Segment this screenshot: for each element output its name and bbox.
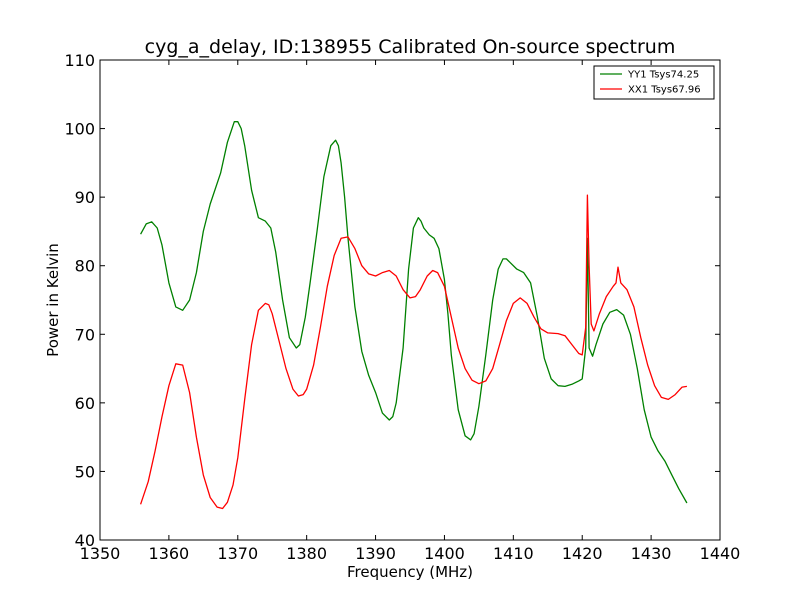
- x-tick-label: 1440: [700, 544, 741, 563]
- x-tick-label: 1380: [286, 544, 327, 563]
- x-tick-label: 1370: [217, 544, 258, 563]
- legend-label-xx1: XX1 Tsys67.96: [628, 85, 701, 96]
- y-tick-label: 70: [75, 325, 95, 344]
- x-axis-label: Frequency (MHz): [347, 563, 473, 581]
- x-tick-label: 1430: [631, 544, 672, 563]
- x-tick-label: 1390: [355, 544, 396, 563]
- y-tick-label: 100: [64, 120, 95, 139]
- x-tick-label: 1350: [80, 544, 121, 563]
- y-tick-label: 110: [64, 51, 95, 70]
- chart-title: cyg_a_delay, ID:138955 Calibrated On-sou…: [145, 36, 676, 58]
- x-tick-label: 1410: [493, 544, 534, 563]
- x-tick-label: 1400: [424, 544, 465, 563]
- y-tick-label: 40: [75, 531, 95, 550]
- x-tick-label: 1420: [562, 544, 603, 563]
- series-layer: [139, 121, 688, 510]
- x-tick-label: 1360: [149, 544, 190, 563]
- y-axis-label: Power in Kelvin: [44, 243, 62, 357]
- legend-box: [593, 65, 715, 100]
- y-tick-label: 60: [75, 394, 95, 413]
- y-tick-label: 90: [75, 188, 95, 207]
- y-tick-label: 50: [75, 462, 95, 481]
- legend: YY1 Tsys74.25 XX1 Tsys67.96: [593, 65, 715, 100]
- series-line-1: [139, 194, 687, 510]
- plot-frame: [99, 59, 721, 541]
- legend-label-yy1: YY1 Tsys74.25: [627, 70, 699, 81]
- ticks-layer: 1350 1360 1370 1380 1390 1400 1410 1420 1430 1440…: [64, 51, 740, 563]
- y-tick-label: 80: [75, 257, 95, 276]
